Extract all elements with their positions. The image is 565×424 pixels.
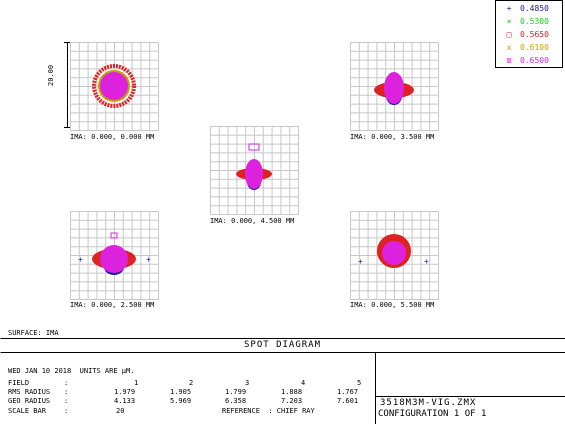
field-row-label: FIELD (8, 379, 30, 387)
rms-value: 1.979 (114, 388, 136, 396)
legend-value: 0.5650 (520, 30, 549, 39)
spot-blue-cross-right: + (146, 255, 151, 264)
spot-outlier (248, 143, 260, 151)
spot-plot-field-1 (70, 42, 159, 131)
spot-magenta (100, 72, 128, 100)
spot-blue-cross-right: + (424, 257, 429, 266)
field-label: IMA: 0.000, 5.500 MM (350, 301, 435, 309)
rms-value: 1.799 (225, 388, 247, 396)
legend-item: + 0.4850 (496, 4, 564, 16)
field-label: IMA: 0.000, 3.500 MM (350, 133, 435, 141)
geo-value: 7.203 (281, 397, 303, 405)
field-label: IMA: 0.000, 2.500 MM (70, 301, 155, 309)
legend-marker: x (506, 43, 512, 52)
reference-label: REFERENCE : CHIEF RAY (222, 407, 315, 415)
rms-value: 1.767 (337, 388, 359, 396)
rms-row-colon: : (64, 388, 69, 396)
geo-value: 7.601 (337, 397, 359, 405)
spot-pattern: + + (358, 234, 429, 268)
rms-value: 1.905 (170, 388, 192, 396)
legend-value: 0.5300 (520, 17, 549, 26)
field-label: IMA: 0.000, 0.000 MM (70, 133, 155, 141)
scale-row-label: SCALE BAR (8, 407, 46, 415)
spot-pattern (236, 143, 272, 190)
diagram-title: SPOT DIAGRAM (243, 340, 322, 350)
legend-item: ⊠ 0.6500 (496, 56, 564, 68)
spot-magenta (245, 159, 263, 189)
spot-plot-field-4: + + (70, 211, 159, 300)
spot-grid: + + (70, 211, 159, 300)
scale-bar-line (64, 42, 70, 128)
scale-bar-value: 20 (116, 407, 125, 415)
spot-grid: + + (350, 211, 439, 300)
file-name: 3518M3M-VIG.ZMX (380, 398, 477, 408)
spot-plot-field-5: + + (350, 211, 439, 300)
configuration-label: CONFIGURATION 1 OF 1 (378, 409, 487, 419)
field-row-colon: : (64, 379, 69, 387)
spot-blue-cross-left: + (78, 255, 83, 264)
field-number: 3 (245, 379, 250, 387)
legend-marker: + (506, 4, 512, 13)
spot-plot-field-3 (210, 126, 299, 215)
field-number: 2 (189, 379, 194, 387)
legend-item: x 0.6100 (496, 43, 564, 55)
field-number: 1 (134, 379, 139, 387)
legend-value: 0.4850 (520, 4, 549, 13)
spot-grid (70, 42, 159, 131)
spot-ring-red (92, 64, 136, 108)
wavelength-legend: + 0.4850 × 0.5300 □ 0.5650 x 0.6100 ⊠ 0.… (495, 0, 563, 68)
geo-value: 4.133 (114, 397, 136, 405)
legend-marker: □ (506, 30, 512, 39)
legend-item: □ 0.5650 (496, 30, 564, 42)
spot-blue-cross-left: + (358, 257, 363, 266)
spot-outlier (110, 232, 118, 239)
geo-row-colon: : (64, 397, 69, 405)
spot-magenta (384, 72, 404, 104)
legend-marker: × (506, 17, 512, 26)
spot-grid (210, 126, 299, 215)
geo-row-label: GEO RADIUS (8, 397, 51, 405)
geo-value: 5.969 (170, 397, 192, 405)
rms-value: 1.888 (281, 388, 303, 396)
field-number: 5 (357, 379, 362, 387)
spot-magenta (100, 245, 128, 273)
scale-row-colon: : (64, 407, 69, 415)
legend-marker: ⊠ (506, 56, 512, 65)
date-units-line: WED JAN 10 2018 UNITS ARE µM. (8, 367, 135, 375)
field-number: 4 (301, 379, 306, 387)
surface-label: SURFACE: IMA (8, 329, 59, 337)
spot-pattern: + + (78, 232, 151, 275)
geo-value: 6.358 (225, 397, 247, 405)
spot-magenta (382, 241, 406, 265)
field-label: IMA: 0.000, 4.500 MM (210, 217, 295, 225)
spot-pattern (92, 64, 136, 108)
spot-grid (350, 42, 439, 131)
spot-plot-field-2 (350, 42, 439, 131)
spot-pattern (374, 72, 414, 105)
legend-value: 0.6500 (520, 56, 549, 65)
legend-value: 0.6100 (520, 43, 549, 52)
legend-item: × 0.5300 (496, 17, 564, 29)
rms-row-label: RMS RADIUS (8, 388, 51, 396)
